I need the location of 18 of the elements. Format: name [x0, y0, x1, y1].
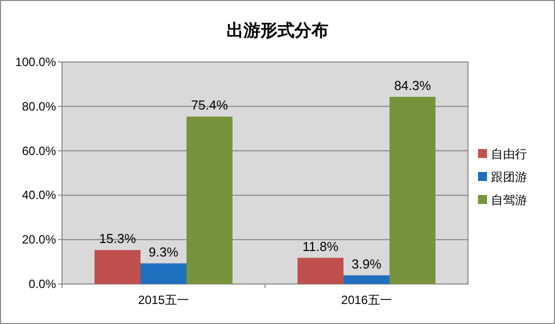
y-tick-label: 20.0% [22, 232, 56, 247]
x-tick-label: 2016五一 [341, 293, 392, 307]
data-label: 11.8% [302, 238, 339, 254]
legend-label: 跟团游 [491, 170, 527, 184]
legend-label: 自驾游 [491, 193, 527, 207]
y-tick-label: 60.0% [22, 144, 56, 158]
data-label: 9.3% [148, 244, 179, 260]
chart-title: 出游形式分布 [226, 21, 328, 40]
y-tick-label: 80.0% [22, 99, 56, 114]
y-tick-label: 40.0% [22, 188, 56, 202]
x-tick-label: 2015五一 [138, 293, 189, 307]
y-tick-label: 100.0% [15, 55, 56, 69]
data-label: 75.4% [191, 98, 228, 113]
legend-label: 自由行 [491, 147, 527, 161]
data-label: 84.3% [394, 78, 432, 93]
y-tick-label: 0.0% [28, 277, 56, 291]
data-label: 15.3% [99, 231, 136, 246]
data-label: 3.9% [352, 256, 382, 272]
